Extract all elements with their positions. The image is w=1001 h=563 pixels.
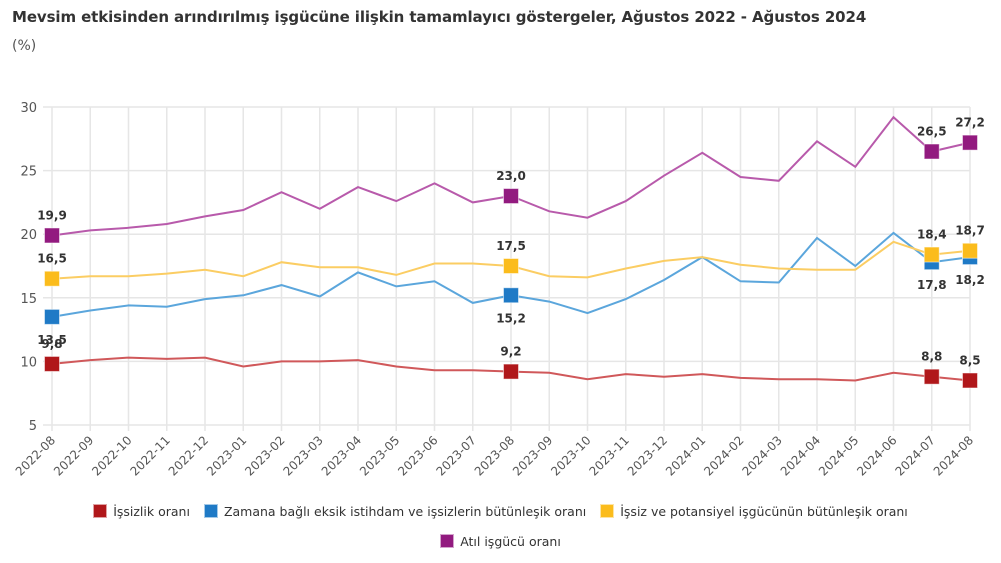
x-tick-label: 2023-12 [625, 433, 670, 478]
data-label: 9,2 [500, 345, 521, 359]
data-point-marker [923, 143, 940, 160]
legend-item[interactable]: İşsizlik oranı [93, 504, 190, 519]
series-markers [44, 134, 978, 389]
data-point-marker [44, 308, 60, 325]
x-tick-label: 2022-08 [13, 433, 58, 478]
legend-swatch-icon [600, 504, 615, 518]
data-label: 8,8 [921, 350, 942, 364]
x-axis: 2022-082022-092022-102022-112022-122023-… [13, 433, 976, 478]
x-tick-label: 2023-09 [510, 433, 555, 478]
data-label: 27,2 [955, 116, 985, 130]
x-tick-label: 2024-03 [740, 433, 785, 478]
legend-label: İşsiz ve potansiyel işgücünün bütünleşik… [620, 503, 908, 519]
data-point-marker [44, 270, 60, 287]
x-tick-label: 2023-04 [319, 433, 364, 478]
y-tick-label: 25 [20, 165, 37, 180]
legend: İşsizlik oranı Zamana bağlı eksik istihda… [0, 500, 1001, 560]
x-tick-label: 2024-01 [663, 433, 708, 478]
data-label: 26,5 [917, 125, 947, 139]
x-tick-label: 2022-09 [51, 433, 96, 478]
data-label: 13,5 [37, 333, 67, 347]
x-tick-label: 2024-04 [778, 433, 823, 478]
data-label: 16,5 [37, 252, 67, 266]
x-tick-label: 2023-05 [357, 433, 402, 478]
data-label: 17,5 [496, 239, 526, 253]
legend-label: Atıl işgücü oranı [460, 533, 561, 549]
x-tick-label: 2023-02 [242, 433, 287, 478]
legend-item[interactable]: Atıl işgücü oranı [440, 534, 561, 549]
x-tick-label: 2024-08 [931, 433, 976, 478]
data-label: 23,0 [496, 169, 526, 183]
y-tick-label: 20 [20, 228, 37, 243]
x-tick-label: 2022-12 [166, 433, 211, 478]
x-tick-label: 2023-10 [548, 433, 593, 478]
chart-subtitle: (%) [12, 38, 37, 54]
legend-label: Zamana bağlı eksik istihdam ve işsizleri… [223, 503, 587, 519]
x-tick-label: 2023-11 [587, 433, 632, 478]
x-tick-label: 2023-07 [434, 433, 479, 478]
data-label: 18,4 [917, 228, 947, 242]
data-label: 8,5 [959, 353, 980, 367]
data-point-marker [503, 287, 519, 304]
data-point-marker [503, 363, 519, 380]
x-tick-label: 2023-01 [204, 433, 249, 478]
line-chart: 5 10 15 20 25 30 2022-082022-092022-102022-11… [13, 101, 985, 479]
legend-item[interactable]: Zamana bağlı eksik istihdam ve işsizleri… [203, 503, 587, 519]
data-point-marker [962, 372, 978, 389]
data-label: 18,7 [955, 224, 985, 238]
y-tick-label: 15 [20, 292, 37, 307]
data-point-marker [44, 227, 60, 244]
data-label: 15,2 [496, 311, 526, 325]
legend-item[interactable]: İşsiz ve potansiyel işgücünün bütünleşik… [600, 504, 908, 519]
x-tick-label: 2022-10 [89, 433, 134, 478]
y-tick-label: 5 [29, 419, 37, 434]
legend-label: İşsizlik oranı [113, 503, 190, 519]
data-point-marker [923, 368, 940, 385]
y-axis: 5 10 15 20 25 30 [20, 101, 37, 434]
x-tick-label: 2023-06 [395, 433, 440, 478]
legend-swatch-icon [440, 534, 455, 548]
y-tick-label: 10 [20, 355, 37, 370]
data-label: 19,9 [37, 208, 67, 222]
x-tick-label: 2024-02 [701, 433, 746, 478]
x-tick-label: 2024-06 [854, 433, 899, 478]
data-point-marker [503, 258, 519, 274]
data-point-marker [962, 242, 978, 259]
data-point-marker [962, 134, 978, 151]
x-tick-label: 2022-11 [128, 433, 173, 478]
x-tick-label: 2024-07 [893, 433, 938, 478]
data-labels: 9,8 9,2 8,8 8,5 13,5 15,2 17,8 18,2 16,5 17,5 18,4… [37, 116, 985, 368]
data-label: 17,8 [917, 278, 947, 292]
legend-row: İşsizlik oranı Zamana bağlı eksik istihda… [0, 500, 1001, 522]
chart-title: Mevsim etkisinden arındırılmış işgücüne … [12, 8, 867, 26]
data-label: 18,2 [955, 273, 985, 287]
x-tick-label: 2024-05 [816, 433, 861, 478]
x-tick-label: 2023-03 [281, 433, 326, 478]
legend-swatch-icon [203, 504, 218, 518]
data-point-marker [923, 246, 940, 263]
legend-swatch-icon [93, 504, 108, 518]
y-tick-label: 30 [20, 101, 37, 116]
data-label: 9,8 [41, 337, 62, 351]
data-point-marker [503, 188, 519, 205]
data-point-marker [44, 355, 60, 372]
legend-row: Atıl işgücü oranı [0, 530, 1001, 552]
x-tick-label: 2023-08 [472, 433, 517, 478]
